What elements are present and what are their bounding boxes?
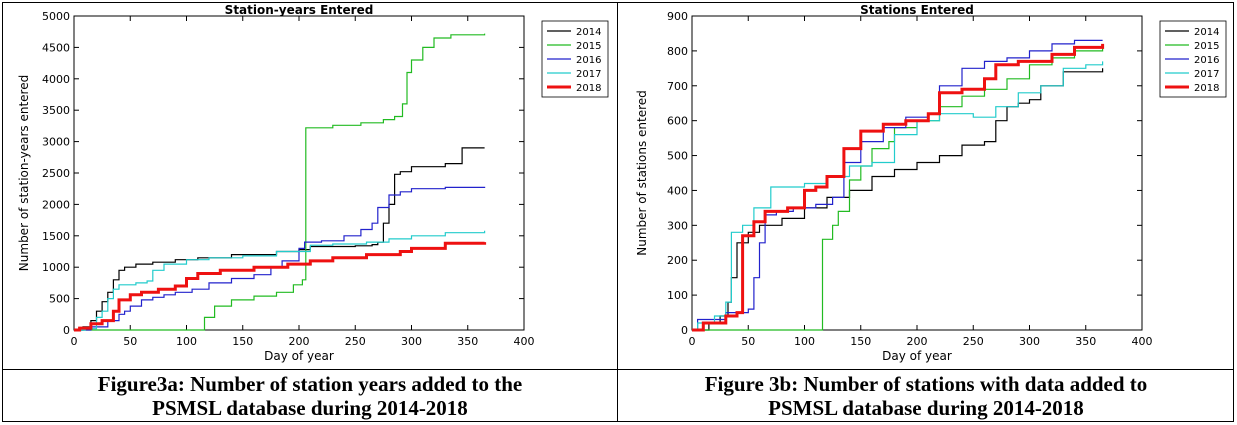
chart-station-years: 0 50 100 150 200 250 300 350 400 0 500 1000 1500 2000… [4,3,614,367]
chart0-y-tick-label: 3500 [42,104,70,117]
chart1-y-tick-label: 700 [667,80,688,93]
caption-figure-3b: Figure 3b: Number of stations with data … [620,372,1232,420]
chart1-y-tick-label: 800 [667,45,688,58]
row-divider [2,369,1234,370]
chart0-legend-label-2018: 2018 [576,83,601,94]
chart-stations-svg: 0 50 100 150 200 250 300 350 400 0 100 200 300 400 500… [635,3,1227,363]
chart-stations: 0 50 100 150 200 250 300 350 400 0 100 200 300 400 500… [622,3,1232,367]
chart0-legend-label-2016: 2016 [576,55,601,66]
chart1-legend-label-2017: 2017 [1194,69,1219,80]
chart0-legend-label-2017: 2017 [576,69,601,80]
chart0-y-tick-label: 1500 [42,230,70,243]
chart1-y-tick-label: 100 [667,289,688,302]
chart1-y-tick-label: 500 [667,150,688,163]
chart1-x-tick-label: 0 [689,335,696,348]
chart0-x-tick-label: 400 [514,335,535,348]
chart1-series-line-2016 [692,39,1103,331]
chart0-x-tick-label: 300 [401,335,422,348]
chart1-x-tick-label: 150 [850,335,871,348]
chart1-series-line-2018 [692,43,1105,332]
chart0-legend-label-2015: 2015 [576,41,601,52]
chart1-x-tick-label: 200 [907,335,928,348]
chart0-x-tick-label: 350 [457,335,478,348]
chart0-series-line-2016 [74,186,486,331]
chart0-series-line-2015 [74,33,486,331]
caption-3a-line1: Figure3a: Number of station years added … [97,372,523,396]
chart0-y-tick-label: 5000 [42,10,70,23]
chart1-series-line-2017 [692,61,1104,331]
chart1-y-tick-label: 0 [681,324,688,337]
chart1-legend-label-2014: 2014 [1194,27,1219,38]
chart1-legend-label-2016: 2016 [1194,55,1219,66]
column-divider [617,2,618,422]
chart1-y-tick-label: 200 [667,254,688,267]
chart1-y-tick-label: 400 [667,184,688,197]
chart0-x-axis-label: Day of year [264,349,334,363]
chart0-y-tick-label: 4000 [42,73,70,86]
chart1-title: Stations Entered [860,3,974,17]
chart1-x-axis-label: Day of year [882,349,952,363]
chart0-y-tick-label: 4500 [42,41,70,54]
chart0-x-tick-label: 50 [123,335,137,348]
chart1-x-tick-label: 50 [741,335,755,348]
chart0-legend-label-2014: 2014 [576,27,601,38]
chart1-x-tick-label: 400 [1132,335,1153,348]
chart0-series-line-2017 [74,230,486,331]
chart1-y-tick-label: 600 [667,115,688,128]
chart1-x-tick-label: 350 [1075,335,1096,348]
chart-station-years-svg: 0 50 100 150 200 250 300 350 4000500100015002000… [17,3,609,363]
chart1-x-tick-label: 100 [794,335,815,348]
chart0-y-tick-label: 2500 [42,167,70,180]
chart0-x-tick-label: 0 [71,335,78,348]
chart0-y-tick-label: 500 [49,293,70,306]
caption-3a-line2: PSMSL database during 2014-2018 [152,396,468,420]
chart1-plot-area [691,15,1143,331]
chart1-y-axis-label: Number of stations entered [635,90,649,256]
caption-3b-line1: Figure 3b: Number of stations with data … [704,372,1148,396]
chart0-y-tick-label: 3000 [42,136,70,149]
chart1-legend-label-2018: 2018 [1194,83,1219,94]
chart0-x-tick-label: 100 [176,335,197,348]
chart0-y-tick-label: 1000 [42,261,70,274]
chart0-y-tick-label: 2000 [42,198,70,211]
chart0-y-axis-label: Number of station-years entered [17,75,31,271]
chart1-legend-label-2015: 2015 [1194,41,1219,52]
caption-figure-3a: Figure3a: Number of station years added … [4,372,616,420]
chart0-title: Station-years Entered [225,3,374,17]
chart0-x-tick-label: 250 [345,335,366,348]
chart0-series-line-2018 [74,241,487,332]
chart1-y-tick-label: 900 [667,10,688,23]
chart0-series-line-2014 [74,147,485,331]
chart1-x-tick-label: 300 [1019,335,1040,348]
chart0-x-tick-label: 150 [232,335,253,348]
caption-3b-line2: PSMSL database during 2014-2018 [768,396,1084,420]
chart0-y-tick-label: 0 [63,324,70,337]
chart1-y-tick-label: 300 [667,219,688,232]
chart0-x-tick-label: 200 [289,335,310,348]
chart1-x-tick-label: 250 [963,335,984,348]
